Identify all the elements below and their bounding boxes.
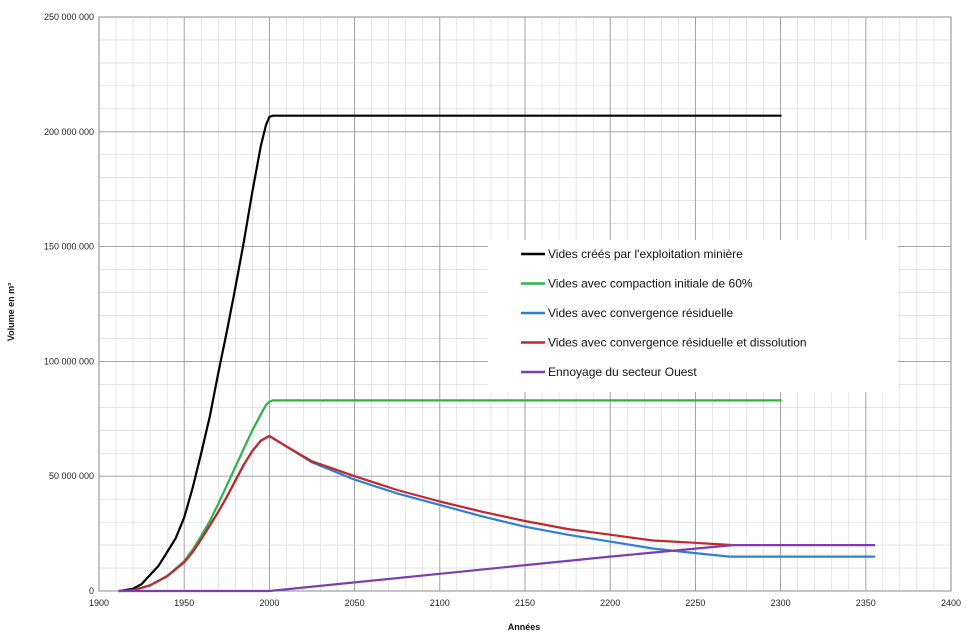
series-line (118, 543, 876, 593)
legend-label: Ennoyage du secteur Ouest (548, 365, 697, 379)
x-tick-label: 2000 (259, 598, 279, 608)
legend-label: Vides avec convergence résiduelle et dis… (548, 336, 807, 350)
legend-label: Vides avec convergence résiduelle (548, 306, 734, 320)
x-tick-label: 2400 (941, 598, 961, 608)
legend-items: Vides créés par l'exploitation minière Vi… (521, 247, 807, 379)
x-tick-label: 2050 (345, 598, 365, 608)
x-tick-label: 2100 (430, 598, 450, 608)
x-tick-label: 2250 (685, 598, 705, 608)
y-tick-label: 150 000 000 (44, 242, 94, 252)
plot-area-border (98, 16, 952, 592)
legend: Vides créés par l'exploitation minière Vi… (488, 240, 898, 392)
y-tick-label: 100 000 000 (44, 356, 94, 366)
y-tick-label: 0 (89, 586, 94, 596)
x-axis-tick-labels: 1900 1950 2000 2050 2100 2150 2200 2250 2300 2350… (89, 598, 961, 608)
x-tick-label: 2150 (515, 598, 535, 608)
legend-box (488, 240, 898, 392)
x-tick-label: 2350 (856, 598, 876, 608)
series-lines (118, 114, 876, 593)
x-tick-label: 1900 (89, 598, 109, 608)
y-axis-tick-labels: 0 50 000 000 100 000 000 150 000 000 200 000… (44, 12, 94, 596)
legend-label: Vides créés par l'exploitation minière (548, 247, 743, 261)
x-axis-title: Années (508, 622, 541, 632)
y-tick-label: 250 000 000 (44, 12, 94, 22)
series-line (118, 114, 782, 593)
x-tick-label: 2300 (771, 598, 791, 608)
series-line (118, 434, 735, 593)
x-tick-label: 2200 (600, 598, 620, 608)
legend-label: Vides avec compaction initiale de 60% (548, 277, 753, 291)
y-tick-label: 50 000 000 (49, 471, 94, 481)
y-axis-title: Volume en m³ (6, 283, 16, 341)
y-tick-label: 200 000 000 (44, 127, 94, 137)
x-tick-label: 1950 (174, 598, 194, 608)
